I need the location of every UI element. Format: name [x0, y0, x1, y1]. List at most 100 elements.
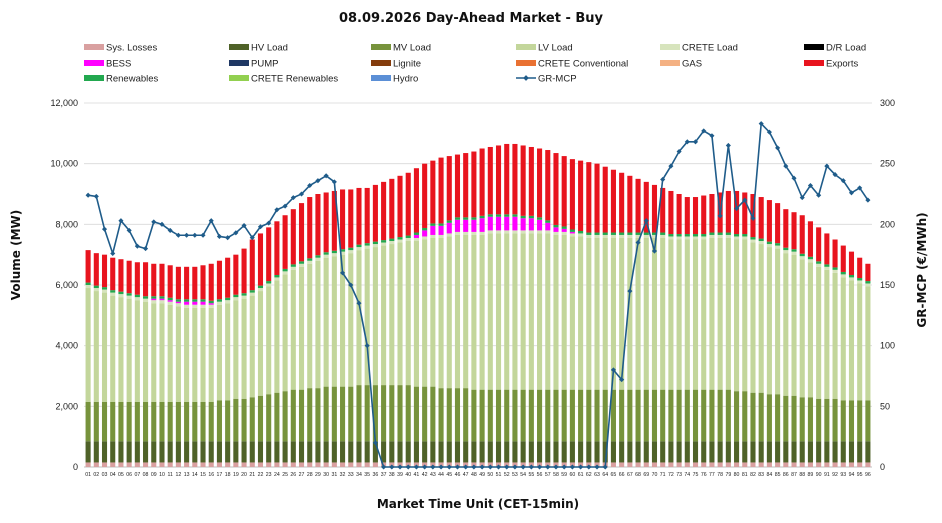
- bar-segment: [709, 234, 715, 238]
- bar-segment: [216, 400, 222, 442]
- bar-segment: [446, 233, 452, 237]
- x-tick-label: 31: [331, 472, 337, 478]
- legend-label: CRETE Conventional: [538, 59, 628, 70]
- bar-segment: [701, 236, 707, 240]
- bar-segment: [734, 239, 740, 392]
- bar-segment: [167, 462, 173, 467]
- bar-segment: [290, 209, 296, 265]
- mcp-point: [471, 464, 477, 470]
- bar-segment: [775, 441, 781, 463]
- bar-segment: [692, 441, 699, 463]
- y2-axis-title: GR-MCP (€/MWh): [915, 212, 929, 327]
- x-tick-label: 36: [373, 472, 379, 478]
- bar-segment: [840, 277, 846, 401]
- bar-segment: [528, 230, 534, 234]
- bar-segment: [266, 462, 272, 467]
- bar-segment: [701, 441, 707, 463]
- mcp-point: [610, 367, 616, 373]
- bar-segment: [528, 218, 534, 231]
- bar-segment: [651, 184, 658, 233]
- bar-segment: [832, 272, 838, 399]
- bar-segment: [463, 217, 469, 220]
- bar-segment: [274, 392, 280, 442]
- x-tick-label: 52: [504, 472, 510, 478]
- x-tick-label: 12: [176, 472, 182, 478]
- bar-segment: [438, 388, 444, 442]
- x-tick-label: 75: [693, 472, 699, 478]
- bar-segment: [725, 237, 731, 390]
- x-tick-label: 54: [520, 472, 526, 478]
- bar-segment: [348, 386, 354, 442]
- mcp-point: [364, 343, 370, 349]
- bar-segment: [471, 151, 477, 218]
- bar-segment: [134, 462, 140, 467]
- bar-segment: [602, 441, 608, 463]
- bar-segment: [668, 190, 674, 235]
- x-tick-label: 93: [840, 472, 846, 478]
- bar-segment: [553, 441, 559, 463]
- bar-segment: [422, 236, 428, 240]
- bar-segment: [775, 462, 781, 467]
- bar-segment: [668, 462, 674, 467]
- bar-segment: [282, 215, 288, 269]
- bar-segment: [775, 203, 781, 244]
- mcp-point: [709, 133, 715, 139]
- x-tick-label: 82: [750, 472, 756, 478]
- bar-segment: [381, 242, 387, 246]
- bar-segment: [512, 216, 518, 231]
- bar-segment: [816, 263, 822, 267]
- bar-segment: [422, 227, 428, 231]
- mcp-point: [413, 464, 419, 470]
- bar-segment: [184, 307, 190, 402]
- mcp-point: [569, 464, 575, 470]
- bar-segment: [85, 401, 91, 442]
- bar-segment: [430, 237, 436, 387]
- mcp-point: [340, 270, 346, 276]
- bar-segment: [619, 234, 625, 238]
- mcp-point: [167, 227, 173, 233]
- bar-segment: [832, 441, 838, 463]
- x-tick-label: 62: [586, 472, 592, 478]
- bar-segment: [791, 462, 797, 467]
- bar-segment: [249, 397, 255, 442]
- bar-segment: [537, 148, 543, 218]
- bar-segment: [307, 263, 313, 389]
- x-tick-label: 59: [561, 472, 567, 478]
- x-tick-label: 65: [611, 472, 617, 478]
- bar-segment: [668, 441, 674, 463]
- bar-segment: [602, 232, 608, 235]
- bar-segment: [660, 234, 666, 238]
- bar-segment: [742, 462, 748, 467]
- bar-segment: [463, 153, 469, 218]
- bar-segment: [791, 254, 797, 396]
- bar-segment: [151, 441, 157, 463]
- bar-segment: [208, 303, 214, 305]
- mcp-point: [750, 215, 756, 221]
- mcp-point: [487, 464, 493, 470]
- bar-segment: [651, 237, 658, 390]
- bar-segment: [479, 441, 485, 463]
- x-tick-label: 58: [553, 472, 559, 478]
- bar-segment: [200, 304, 206, 308]
- bar-segment: [413, 234, 419, 238]
- legend-label: Sys. Losses: [106, 43, 157, 54]
- mcp-point: [651, 248, 658, 254]
- bar-segment: [545, 441, 551, 463]
- bar-segment: [692, 197, 699, 235]
- bar-segment: [537, 233, 543, 390]
- bar-segment: [775, 248, 781, 395]
- bar-segment: [143, 401, 149, 442]
- bar-segment: [742, 236, 748, 240]
- bar-segment: [274, 221, 280, 275]
- bar-segment: [775, 245, 781, 249]
- x-tick-label: 22: [258, 472, 264, 478]
- bar-segment: [758, 197, 764, 239]
- bar-segment: [134, 262, 140, 295]
- y2-tick-label: 250: [880, 159, 895, 169]
- bar-segment: [397, 237, 403, 240]
- bar-segment: [635, 441, 641, 463]
- bar-segment: [463, 441, 469, 463]
- mcp-point: [315, 178, 321, 184]
- bar-segment: [586, 162, 592, 233]
